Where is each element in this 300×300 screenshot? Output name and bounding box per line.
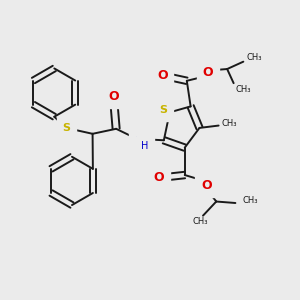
Text: S: S	[159, 105, 167, 115]
Text: O: O	[157, 69, 168, 82]
Text: O: O	[109, 90, 119, 103]
Text: N: N	[135, 135, 145, 148]
Text: S: S	[62, 123, 70, 133]
Text: O: O	[201, 179, 211, 192]
Text: CH₃: CH₃	[236, 85, 251, 94]
Text: O: O	[203, 66, 213, 79]
Text: CH₃: CH₃	[192, 217, 208, 226]
Text: CH₃: CH₃	[246, 53, 262, 62]
Text: CH₃: CH₃	[242, 196, 258, 206]
Text: O: O	[154, 171, 164, 184]
Text: H: H	[141, 141, 149, 151]
Text: CH₃: CH₃	[222, 119, 237, 128]
